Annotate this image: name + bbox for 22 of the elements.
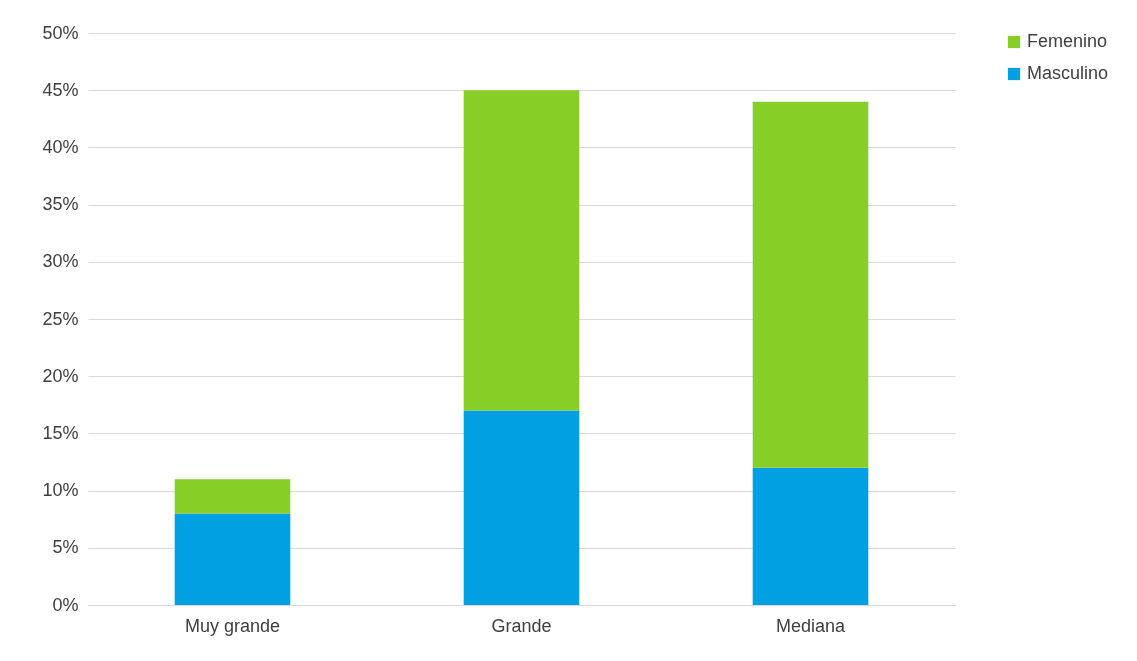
bar [174,479,291,514]
y-tick-label: 40% [42,136,79,157]
y-tick-label: 15% [42,422,79,443]
y-tick-label: 10% [42,480,79,501]
y-tick-label: 20% [42,365,79,386]
x-tick-label: Mediana [775,615,847,636]
bar [463,410,580,605]
bar [752,101,869,468]
y-tick-label: 25% [42,308,79,329]
y-tick-label: 30% [42,251,79,272]
bar [463,90,580,411]
x-tick-label: Muy grande [184,615,281,636]
x-tick-label: Grande [491,615,552,636]
y-tick-label: 0% [52,594,79,615]
legend-label: Femenino [1027,31,1108,51]
y-tick-label: 35% [42,194,79,215]
y-tick-label: 50% [42,22,79,43]
y-tick-label: 5% [52,537,79,558]
legend-label: Masculino [1027,63,1109,83]
y-tick-label: 45% [42,79,79,100]
bar [174,513,291,605]
bar [752,467,869,605]
